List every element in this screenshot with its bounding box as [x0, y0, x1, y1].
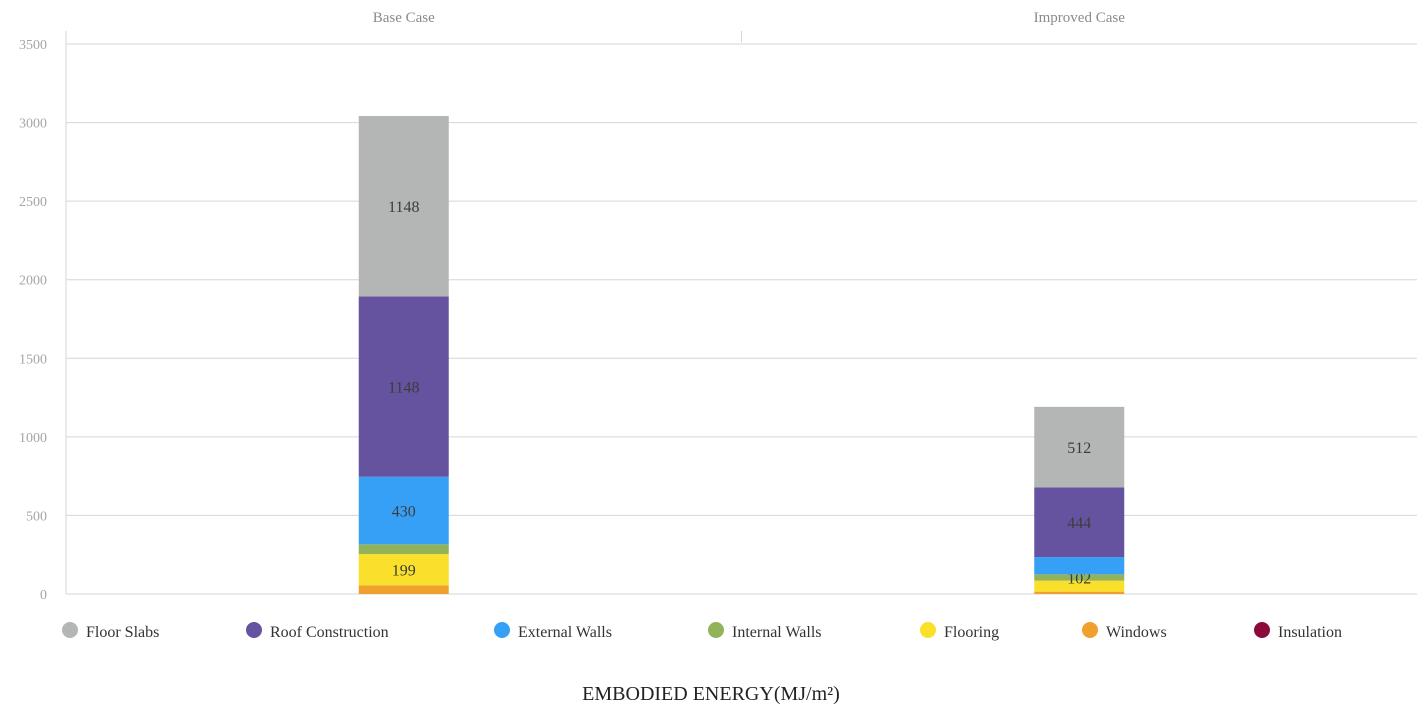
bar-segment: [1034, 557, 1125, 575]
legend-marker: [1082, 622, 1098, 638]
data-label: 1148: [388, 199, 419, 216]
y-tick-label: 1000: [19, 431, 47, 446]
bar-segment: [1034, 580, 1125, 592]
bar-segment: [1034, 406, 1125, 488]
y-tick-label: 1500: [19, 352, 47, 367]
x-axis-title: EMBODIED ENERGY(MJ/m²): [582, 683, 840, 705]
bar-segment: [358, 296, 449, 477]
legend-marker: [708, 622, 724, 638]
bar-segment: [358, 476, 449, 545]
bar-segment: [1034, 591, 1125, 594]
legend-label: Windows: [1106, 624, 1167, 641]
bar-segment: [1034, 487, 1125, 558]
legend-marker: [1254, 622, 1270, 638]
category-label: Base Case: [373, 10, 435, 26]
data-label: 430: [392, 504, 416, 521]
category-label: Improved Case: [1034, 10, 1126, 26]
y-tick-label: 2500: [19, 195, 47, 210]
legend-label: Insulation: [1278, 624, 1342, 641]
bar-segment: [358, 115, 449, 297]
data-label: 512: [1067, 440, 1091, 457]
bar-segment: [1034, 574, 1125, 581]
bar-segment: [358, 544, 449, 555]
legend-marker: [494, 622, 510, 638]
legend-marker: [246, 622, 262, 638]
legend-marker: [62, 622, 78, 638]
y-tick-label: 3500: [19, 38, 47, 53]
y-tick-label: 0: [40, 588, 47, 603]
legend-marker: [920, 622, 936, 638]
data-label: 102: [1067, 571, 1091, 588]
legend-label: External Walls: [518, 624, 612, 641]
data-label: 199: [392, 563, 416, 580]
bar-segment: [358, 585, 449, 594]
y-tick-label: 500: [26, 509, 47, 524]
legend-label: Roof Construction: [270, 624, 389, 641]
legend-label: Flooring: [944, 624, 999, 641]
data-label: 444: [1067, 515, 1091, 532]
data-label: 1148: [388, 380, 419, 397]
bar-segment: [358, 554, 449, 586]
y-tick-label: 2000: [19, 274, 47, 289]
legend-label: Internal Walls: [732, 624, 822, 641]
legend-label: Floor Slabs: [86, 624, 159, 641]
y-tick-label: 3000: [19, 117, 47, 132]
